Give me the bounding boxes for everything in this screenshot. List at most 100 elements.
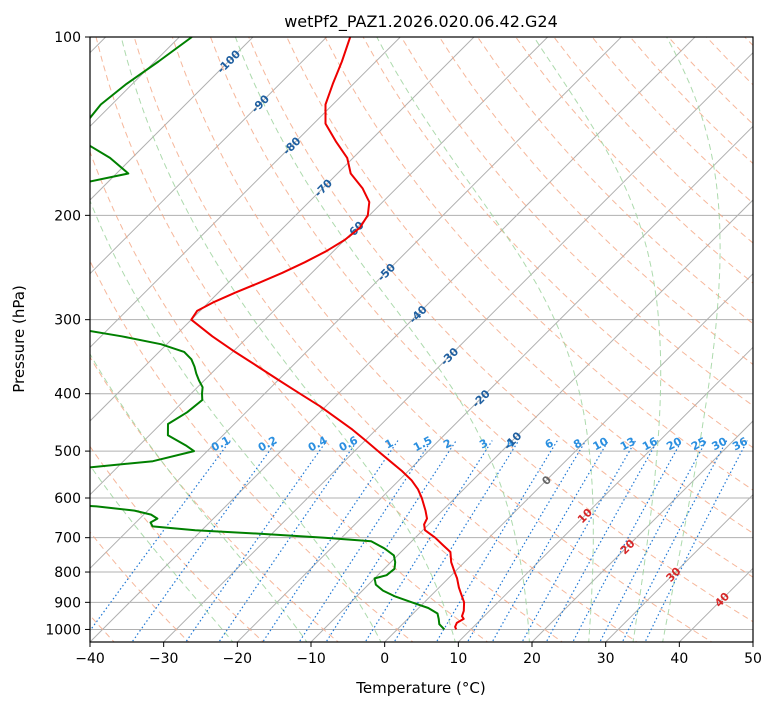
dry-adiabat-line	[90, 150, 489, 642]
isotherm-label: -80	[280, 134, 303, 157]
mixing-ratio-label: 13	[618, 435, 638, 454]
isotherm-line	[310, 199, 753, 642]
mixing-ratio-label: 30	[710, 435, 730, 454]
mixing-ratio-line	[644, 440, 748, 642]
mixing-ratio-label: 25	[689, 435, 709, 454]
mixing-ratio-line	[298, 440, 432, 642]
y-tick-label: 900	[54, 595, 81, 611]
isotherm-label: -20	[470, 387, 493, 410]
x-tick-label: 30	[597, 651, 615, 667]
mixing-ratio-line	[131, 440, 278, 642]
dry-adiabat-line	[90, 259, 414, 642]
x-tick-label: −40	[75, 651, 105, 667]
isotherm-line	[457, 346, 753, 642]
isotherm-line	[531, 420, 753, 642]
y-tick-label: 400	[54, 387, 81, 403]
mixing-ratio-label: 3	[477, 436, 490, 451]
dry-adiabat-line	[591, 37, 753, 204]
isotherm-line	[162, 51, 753, 642]
isotherm-line	[90, 37, 475, 422]
chart-title: wetPf2_PAZ1.2026.020.06.42.G24	[284, 12, 558, 32]
mixing-ratio-line	[521, 440, 637, 642]
dry-adiabat-line	[90, 445, 265, 642]
mixing-ratio-line	[325, 440, 457, 642]
mixing-ratio-line	[572, 440, 683, 642]
mixing-ratio-label: 6	[543, 436, 556, 451]
mixing-ratio-line	[491, 440, 609, 642]
isotherm-line	[383, 272, 753, 642]
mixing-ratio-line	[466, 440, 587, 642]
dry-adiabat-line	[286, 37, 753, 534]
isotherm-line	[752, 641, 753, 642]
x-axis-label: Temperature (°C)	[355, 679, 485, 697]
mixing-ratio-line	[599, 440, 707, 642]
dry-adiabat-line	[324, 37, 753, 491]
plot-frame	[89, 36, 754, 643]
mixing-ratio-line	[621, 440, 728, 642]
mixing-ratio-line	[545, 440, 659, 642]
dry-adiabat-line	[553, 37, 753, 244]
mixing-ratio-line	[262, 440, 399, 642]
x-tick-label: −10	[296, 651, 326, 667]
isotherm-line	[90, 37, 549, 496]
x-tick-label: −20	[223, 651, 253, 667]
isotherm-line	[90, 37, 328, 275]
mixing-ratio-label: 20	[664, 434, 684, 453]
moist-adiabat-line	[90, 353, 308, 642]
dry-adiabat-line	[95, 37, 564, 642]
mixing-ratio-label: 36	[730, 435, 750, 454]
isotherm-line	[90, 37, 181, 128]
y-tick-label: 200	[54, 208, 81, 224]
y-tick-label: 700	[54, 531, 81, 547]
dry-adiabat-line	[133, 37, 638, 642]
y-axis-label: Pressure (hPa)	[10, 285, 28, 393]
dry-adiabat-line	[362, 37, 753, 449]
mixing-ratio-line	[393, 440, 520, 642]
x-tick-label: −30	[149, 651, 179, 667]
y-tick-label: 100	[54, 30, 81, 46]
moist-adiabat-line	[234, 37, 530, 642]
x-tick-label: 20	[523, 651, 541, 667]
dry-adiabat-line	[171, 37, 713, 642]
mixing-ratio-line	[90, 440, 231, 632]
moist-adiabat-line	[90, 199, 382, 642]
y-tick-label: 300	[54, 313, 81, 329]
mixing-ratio-line	[364, 440, 493, 642]
moist-adiabat-line	[533, 37, 662, 642]
dry-adiabat-line	[400, 37, 753, 407]
isotherm-label: -100	[215, 47, 244, 76]
isotherm-line	[90, 37, 254, 201]
x-tick-label: 40	[670, 651, 688, 667]
moist-adiabat-line	[376, 37, 594, 642]
dry-adiabat-line	[744, 37, 753, 47]
dry-adiabat-line	[248, 37, 753, 578]
x-tick-label: 50	[744, 651, 762, 667]
mixing-ratio-line	[185, 440, 328, 642]
isotherm-line	[90, 37, 623, 570]
isotherm-label: -40	[407, 303, 430, 326]
y-tick-label: 800	[54, 565, 81, 581]
isotherm-line	[604, 493, 753, 642]
mixing-ratio-label: 16	[640, 435, 660, 454]
dry-adiabat-line	[477, 37, 753, 325]
mixing-ratio-line	[435, 440, 558, 642]
moist-adiabat-line	[662, 37, 721, 642]
isotherm-label: 20	[618, 537, 638, 557]
y-tick-label: 600	[54, 491, 81, 507]
dewpoint-profile-line	[90, 37, 446, 631]
mixing-ratio-label: 2	[441, 436, 454, 451]
isotherm-line	[236, 125, 753, 642]
isotherm-line	[90, 37, 696, 642]
dry-adiabat-line	[90, 356, 339, 642]
dry-adiabat-line	[438, 37, 753, 366]
x-tick-label: 10	[449, 651, 467, 667]
moist-adiabat-line	[120, 37, 456, 642]
y-tick-label: 500	[54, 444, 81, 460]
y-tick-label: 1000	[45, 622, 81, 638]
x-tick-label: 0	[380, 651, 389, 667]
temperature-profile-line	[190, 37, 466, 630]
moist-adiabat-line	[90, 464, 234, 642]
isotherm-line	[678, 567, 753, 642]
mixing-ratio-label: 10	[591, 434, 611, 453]
